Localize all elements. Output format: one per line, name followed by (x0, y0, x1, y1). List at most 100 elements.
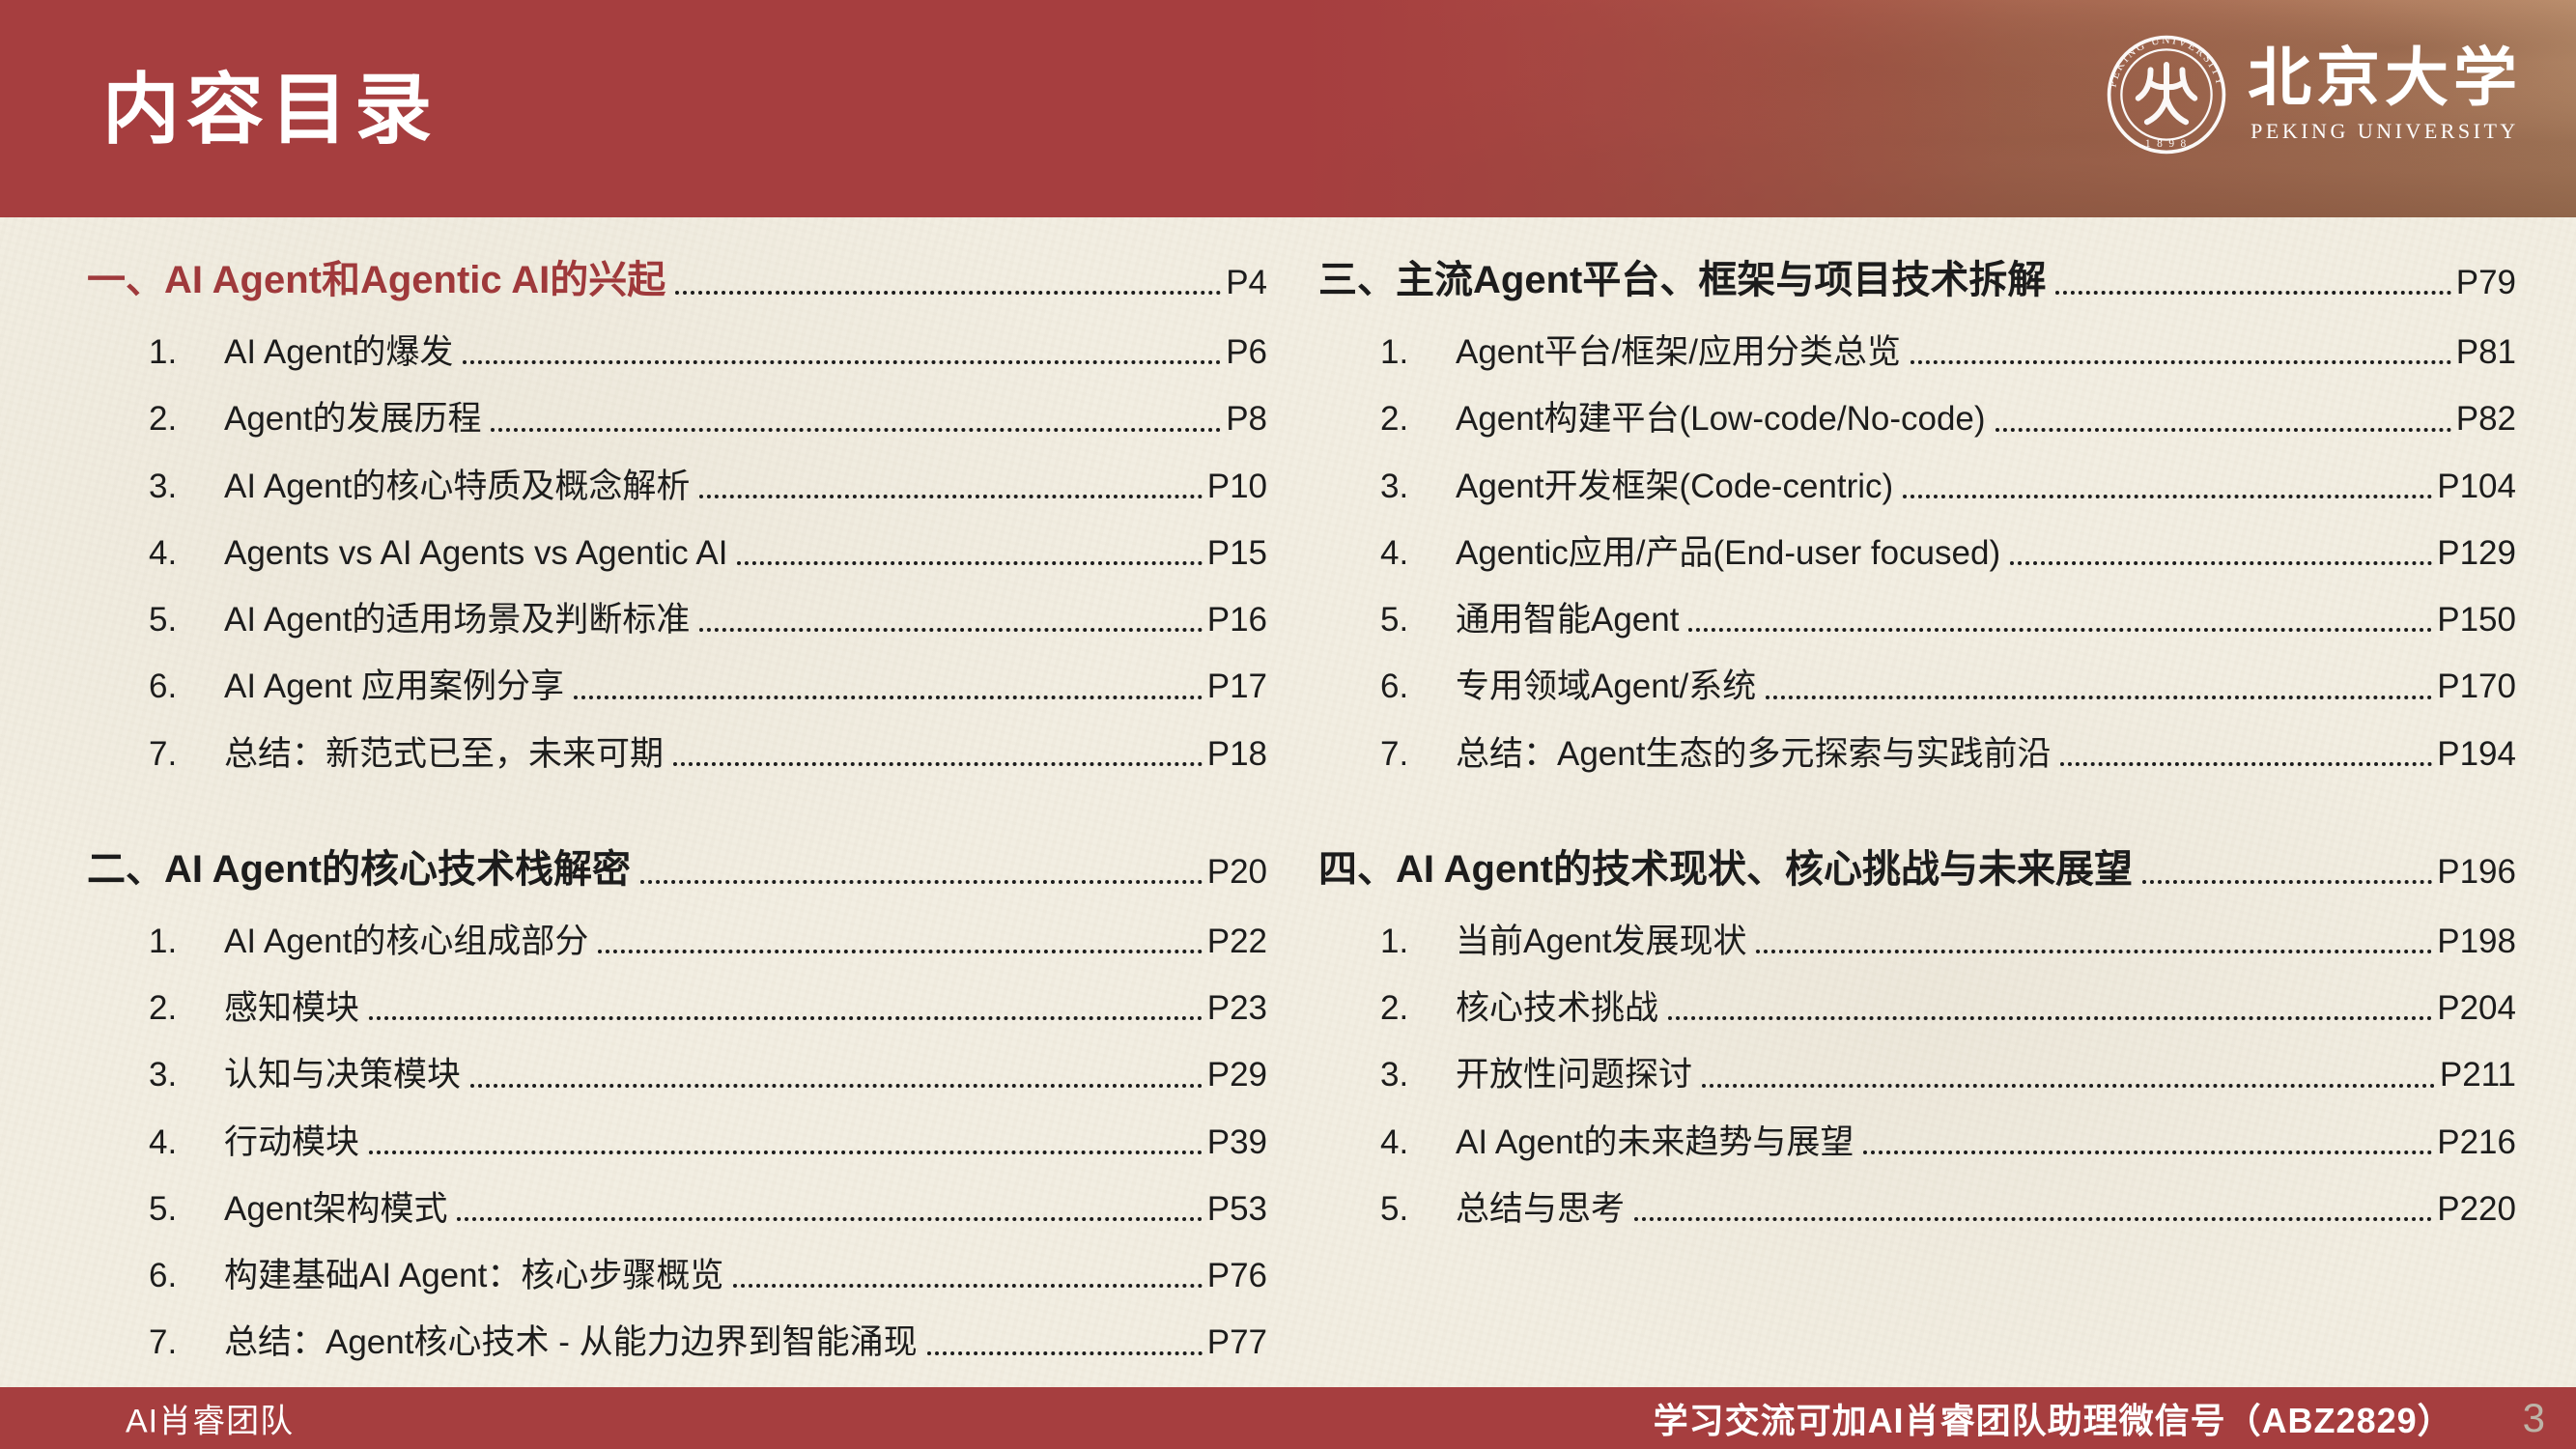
item-title: 感知模块 (224, 989, 360, 1027)
item-page-number: P81 (2455, 333, 2516, 371)
dotted-leader (699, 628, 1203, 633)
toc-item: 2. 感知模块 P23 (87, 989, 1267, 1028)
item-page-number: P23 (1206, 989, 1267, 1027)
section-page-number: P4 (1226, 263, 1267, 301)
item-page-number: P204 (2437, 989, 2516, 1027)
item-page-number: P10 (1206, 467, 1267, 505)
toc-section-heading: 二、AI Agent的核心技术栈解密 P20 (87, 847, 1267, 892)
toc-item: 5. Agent架构模式 P53 (87, 1190, 1267, 1229)
item-number: 5. (1380, 601, 1409, 639)
section-page-number: P196 (2437, 852, 2516, 891)
dotted-leader (598, 950, 1203, 953)
item-title: AI Agent 应用案例分享 (224, 668, 565, 706)
item-page-number: P170 (2437, 668, 2516, 706)
dotted-leader (1863, 1150, 2433, 1154)
dotted-leader (1910, 360, 2451, 365)
toc-item: 4. 行动模块 P39 (87, 1123, 1267, 1162)
item-title: Agent架构模式 (224, 1189, 448, 1228)
section-title: 二、AI Agent的核心技术栈解密 (87, 847, 631, 891)
item-number: 5. (1380, 1189, 1409, 1228)
item-title: AI Agent的核心组成部分 (224, 922, 589, 960)
item-number: 4. (149, 1122, 178, 1161)
toc-section-heading: 四、AI Agent的技术现状、核心挑战与未来展望 P196 (1318, 847, 2516, 892)
item-page-number: P17 (1206, 668, 1267, 706)
item-number: 6. (1380, 668, 1409, 706)
dotted-leader (574, 695, 1203, 699)
item-number: 2. (1380, 400, 1409, 439)
dotted-leader (369, 1016, 1203, 1021)
dotted-leader (2060, 761, 2433, 766)
item-page-number: P77 (1206, 1323, 1267, 1362)
footer-contact-message: 学习交流可加AI肖睿团队助理微信号（ABZ2829） (1653, 1401, 2453, 1440)
toc-column-left: 一、AI Agent和Agentic AI的兴起 P4 1. AI Agent的爆发 P… (87, 217, 1267, 1363)
toc-item: 3. 认知与决策模块 P29 (87, 1056, 1267, 1094)
pku-seal-icon: PEKING UNIVERSITY 1 8 9 8 (2107, 35, 2226, 155)
toc-column-right: 三、主流Agent平台、框架与项目技术拆解 P79 1. Agent平台/框架/应用分… (1318, 217, 2516, 1229)
item-title: 构建基础AI Agent：核心步骤概览 (224, 1257, 724, 1294)
item-title: Agentic应用/产品(End-user focused) (1456, 533, 2001, 572)
footer-right-group: 学习交流可加AI肖睿团队助理微信号（ABZ2829） 3 (1654, 1393, 2545, 1443)
toc-item: 5. 通用智能Agent P150 (1318, 601, 2516, 639)
item-title: 认知与决策模块 (224, 1056, 462, 1094)
item-number: 3. (149, 1056, 178, 1094)
item-page-number: P198 (2437, 922, 2516, 960)
pku-name-cn: 北京大学 (2248, 43, 2522, 114)
toc-item: 3. 开放性问题探讨 P211 (1318, 1056, 2516, 1094)
item-page-number: P129 (2437, 533, 2516, 572)
item-page-number: P194 (2437, 734, 2516, 773)
toc-section: 二、AI Agent的核心技术栈解密 P20 1. AI Agent的核心组成部分 P2… (87, 847, 1267, 1363)
seal-year: 1 8 9 8 (2145, 138, 2188, 150)
item-page-number: P39 (1206, 1122, 1267, 1161)
item-title: Agent构建平台(Low-code/No-code) (1456, 400, 1986, 439)
pku-wordmark: 北京大学 PEKING UNIVERSITY (2248, 45, 2522, 144)
toc-item: 4. AI Agent的未来趋势与展望 P216 (1318, 1123, 2516, 1162)
item-number: 2. (1380, 989, 1409, 1027)
item-page-number: P15 (1206, 533, 1267, 572)
dotted-leader (470, 1083, 1203, 1088)
toc-item: 4. Agents vs AI Agents vs Agentic AI P15 (87, 534, 1267, 573)
toc-item: 6. AI Agent 应用案例分享 P17 (87, 668, 1267, 706)
item-number: 4. (1380, 1122, 1409, 1161)
toc-section-heading: 一、AI Agent和Agentic AI的兴起 P4 (87, 258, 1267, 302)
toc-section-heading: 三、主流Agent平台、框架与项目技术拆解 P79 (1318, 258, 2516, 302)
dotted-leader (1702, 1083, 2435, 1088)
toc-item: 1. AI Agent的爆发 P6 (87, 333, 1267, 372)
item-title: 总结：新范式已至，未来可期 (224, 734, 665, 773)
section-title: 四、AI Agent的技术现状、核心挑战与未来展望 (1318, 847, 2133, 891)
dotted-leader (2141, 879, 2433, 884)
item-page-number: P6 (1226, 333, 1267, 371)
item-title: 行动模块 (224, 1122, 360, 1161)
item-number: 7. (1380, 734, 1409, 773)
item-title: 当前Agent发展现状 (1456, 922, 1747, 960)
item-page-number: P8 (1226, 400, 1267, 439)
item-title: AI Agent的适用场景及判断标准 (224, 601, 691, 639)
toc-item: 2. Agent构建平台(Low-code/No-code) P82 (1318, 400, 2516, 439)
item-page-number: P216 (2437, 1122, 2516, 1161)
item-page-number: P220 (2437, 1189, 2516, 1228)
page-title: 内容目录 (102, 67, 439, 153)
toc-item: 3. AI Agent的核心特质及概念解析 P10 (87, 468, 1267, 506)
item-title: 开放性问题探讨 (1456, 1056, 1693, 1094)
dotted-leader (1903, 494, 2433, 498)
item-title: Agent平台/框架/应用分类总览 (1456, 333, 1901, 371)
dotted-leader (1634, 1217, 2433, 1221)
toc-item: 1. Agent平台/框架/应用分类总览 P81 (1318, 333, 2516, 372)
item-page-number: P16 (1206, 601, 1267, 639)
dotted-leader (491, 427, 1222, 432)
slide-page-number: 3 (2522, 1395, 2545, 1440)
item-title: 总结：Agent生态的多元探索与实践前沿 (1456, 734, 2052, 773)
item-title: 通用智能Agent (1456, 601, 1680, 639)
item-title: AI Agent的未来趋势与展望 (1456, 1122, 1854, 1161)
dotted-leader (639, 879, 1203, 884)
item-number: 1. (1380, 922, 1409, 960)
item-title: 核心技术挑战 (1456, 989, 1659, 1027)
item-number: 2. (149, 400, 178, 439)
toc-item: 1. AI Agent的核心组成部分 P22 (87, 923, 1267, 961)
dotted-leader (926, 1350, 1203, 1355)
item-page-number: P22 (1206, 922, 1267, 960)
item-page-number: P76 (1206, 1257, 1267, 1294)
section-title: 一、AI Agent和Agentic AI的兴起 (87, 259, 666, 301)
item-number: 1. (149, 922, 178, 960)
dotted-leader (463, 360, 1222, 365)
